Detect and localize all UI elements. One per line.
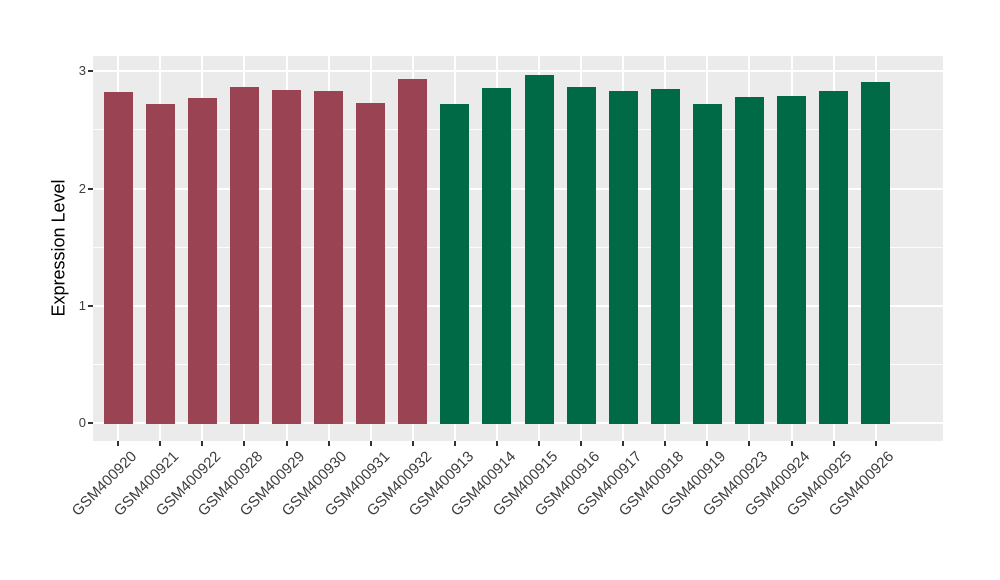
y-tick-mark bbox=[88, 422, 93, 425]
gridline-minor bbox=[93, 129, 943, 131]
bar-GSM400931 bbox=[356, 102, 386, 425]
bar-GSM400915 bbox=[524, 74, 554, 425]
gridline-major bbox=[93, 422, 943, 425]
x-tick-mark bbox=[159, 441, 162, 446]
x-tick-mark bbox=[874, 441, 877, 446]
bar-GSM400919 bbox=[692, 104, 722, 425]
bar-GSM400926 bbox=[861, 81, 891, 425]
gridline-major bbox=[93, 70, 943, 73]
x-tick-mark bbox=[748, 441, 751, 446]
bar-GSM400917 bbox=[608, 91, 638, 425]
bar-GSM400914 bbox=[482, 87, 512, 425]
x-tick-mark bbox=[117, 441, 120, 446]
x-tick-mark bbox=[790, 441, 793, 446]
x-tick-mark bbox=[327, 441, 330, 446]
x-tick-mark bbox=[201, 441, 204, 446]
bar-GSM400923 bbox=[734, 97, 764, 425]
y-tick-mark bbox=[88, 70, 93, 73]
x-tick-mark bbox=[580, 441, 583, 446]
y-axis-title: Expression Level bbox=[48, 179, 69, 317]
bar-GSM400918 bbox=[650, 88, 680, 425]
bar-GSM400932 bbox=[398, 79, 428, 425]
bar-GSM400925 bbox=[819, 91, 849, 425]
bar-GSM400916 bbox=[566, 86, 596, 425]
gridline-major bbox=[93, 187, 943, 190]
x-tick-mark bbox=[285, 441, 288, 446]
y-tick-label: 3 bbox=[78, 63, 86, 79]
y-tick-mark bbox=[88, 305, 93, 307]
x-tick-mark bbox=[706, 441, 709, 446]
gridline-minor bbox=[93, 364, 943, 366]
x-tick-mark bbox=[411, 441, 414, 446]
y-tick-label: 2 bbox=[78, 180, 86, 196]
bar-GSM400913 bbox=[440, 104, 470, 425]
y-tick-mark bbox=[88, 187, 93, 190]
bar-GSM400928 bbox=[229, 86, 259, 425]
x-tick-mark bbox=[495, 441, 498, 446]
gridline-major bbox=[93, 305, 943, 307]
x-tick-mark bbox=[664, 441, 667, 446]
x-tick-mark bbox=[369, 441, 372, 446]
y-tick-label: 0 bbox=[78, 415, 86, 431]
x-tick-mark bbox=[453, 441, 456, 446]
x-tick-mark bbox=[243, 441, 246, 446]
x-tick-mark bbox=[538, 441, 541, 446]
bar-GSM400929 bbox=[272, 90, 302, 425]
bar-GSM400920 bbox=[103, 92, 133, 425]
bar-GSM400930 bbox=[314, 91, 344, 425]
bar-GSM400924 bbox=[777, 95, 806, 425]
x-tick-mark bbox=[622, 441, 625, 446]
gridline-minor bbox=[93, 246, 943, 248]
y-tick-label: 1 bbox=[78, 298, 86, 313]
x-tick-mark bbox=[832, 441, 835, 446]
bar-GSM400922 bbox=[187, 98, 217, 425]
plot-panel bbox=[93, 56, 943, 441]
bar-GSM400921 bbox=[145, 104, 175, 425]
